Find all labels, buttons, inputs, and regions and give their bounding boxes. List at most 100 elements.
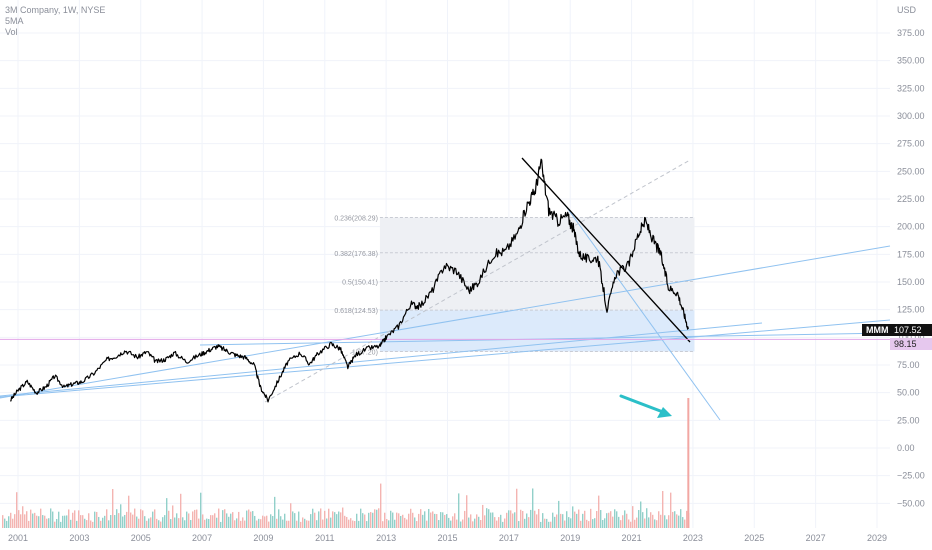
- volume-bar: [188, 513, 190, 528]
- volume-bar: [58, 511, 60, 528]
- downtrend-line: [521, 157, 691, 343]
- volume-bar: [110, 515, 112, 528]
- volume-bar: [280, 516, 282, 528]
- fib-level-label: 1(87.20): [352, 349, 378, 356]
- volume-bar: [246, 510, 248, 528]
- volume-bar: [74, 510, 76, 528]
- fib-level-label: 0.618(124.53): [334, 308, 378, 315]
- volume-bar: [160, 521, 162, 528]
- x-tick-label: 2003: [69, 533, 89, 543]
- y-tick-label: 100.00: [897, 332, 925, 342]
- volume-bar: [470, 514, 472, 528]
- volume-bar: [510, 510, 512, 528]
- y-tick-label: 50.00: [897, 388, 920, 398]
- volume-bar: [122, 516, 124, 528]
- channel-line-mid: [0, 322, 763, 397]
- volume-bar: [210, 515, 212, 528]
- volume-bar: [400, 515, 402, 528]
- volume-bar: [604, 518, 606, 528]
- volume-bar: [268, 521, 270, 528]
- volume-bar: [624, 510, 626, 528]
- volume-bar: [512, 513, 514, 528]
- volume-bar: [196, 509, 198, 528]
- volume-bar: [306, 520, 308, 528]
- volume-bar: [278, 509, 280, 528]
- volume-bar: [96, 511, 98, 528]
- volume-bar: [466, 495, 468, 528]
- volume-bar: [662, 491, 664, 528]
- marker-price-badge: 98.15: [890, 338, 932, 350]
- volume-bar: [592, 519, 594, 528]
- volume-bar: [248, 509, 250, 528]
- volume-bar: [112, 489, 114, 528]
- volume-bar: [92, 521, 94, 528]
- volume-bar: [344, 515, 346, 528]
- y-axis: USD 375.00 350.00 325.00 300.00 275.00 250.00 2…: [897, 5, 925, 508]
- volume-bar: [100, 520, 102, 528]
- volume-bar: [184, 520, 186, 528]
- volume-bar: [84, 518, 86, 528]
- volume-bar: [598, 495, 600, 528]
- volume-bar: [338, 511, 340, 528]
- volume-bar: [362, 513, 364, 528]
- volume-bar: [508, 510, 510, 528]
- volume-bar: [438, 520, 440, 528]
- x-tick-label: 2001: [8, 533, 28, 543]
- volume-bar: [32, 513, 34, 528]
- volume-bar: [250, 511, 252, 528]
- volume-bar: [402, 514, 404, 528]
- last-price-badge: 107.52: [890, 324, 932, 336]
- volume-bar: [190, 520, 192, 528]
- volume-bar: [198, 518, 200, 528]
- volume-bar: [124, 514, 126, 528]
- volume-bar: [548, 521, 550, 528]
- volume-bar: [650, 512, 652, 528]
- volume-bar: [136, 516, 138, 528]
- volume-bar: [366, 521, 368, 528]
- volume-bar: [178, 518, 180, 528]
- volume-bar: [10, 512, 12, 528]
- volume-bar: [128, 495, 130, 528]
- volume-bar: [552, 512, 554, 528]
- volume-bar: [678, 515, 680, 528]
- volume-bar: [288, 520, 290, 528]
- volume-bars: [2, 398, 690, 528]
- volume-bar: [616, 511, 618, 528]
- volume-bar: [422, 514, 424, 528]
- volume-bar: [202, 514, 204, 528]
- volume-bar: [170, 519, 172, 528]
- volume-bar: [20, 514, 22, 528]
- fib-zone-lower: [379, 310, 695, 352]
- volume-bar: [414, 517, 416, 528]
- volume-bar: [450, 520, 452, 528]
- volume-bar: [532, 488, 534, 528]
- volume-bar: [430, 512, 432, 528]
- volume-bar: [608, 512, 610, 528]
- y-tick-label: −50.00: [897, 498, 925, 508]
- volume-bar: [518, 521, 520, 528]
- volume-bar: [212, 515, 214, 528]
- volume-bar: [308, 520, 310, 528]
- volume-bar: [294, 513, 296, 528]
- volume-bar: [70, 519, 72, 528]
- volume-bar: [220, 521, 222, 528]
- volume-bar: [448, 517, 450, 528]
- y-tick-label: 0.00: [897, 443, 915, 453]
- volume-bar: [380, 483, 382, 528]
- volume-bar: [570, 518, 572, 528]
- channel-line-steep: [564, 204, 721, 421]
- volume-bar: [282, 519, 284, 528]
- volume-bar: [304, 518, 306, 528]
- volume-bar: [412, 512, 414, 528]
- volume-bar: [300, 521, 302, 528]
- volume-bar: [670, 492, 672, 528]
- x-tick-label: 2017: [499, 533, 519, 543]
- y-tick-label: 275.00: [897, 139, 925, 149]
- volume-bar: [64, 515, 66, 528]
- volume-bar: [12, 518, 14, 528]
- y-tick-label: 75.00: [897, 360, 920, 370]
- legend-ma: 5MA: [5, 16, 24, 26]
- volume-bar: [242, 517, 244, 528]
- volume-bar: [130, 512, 132, 528]
